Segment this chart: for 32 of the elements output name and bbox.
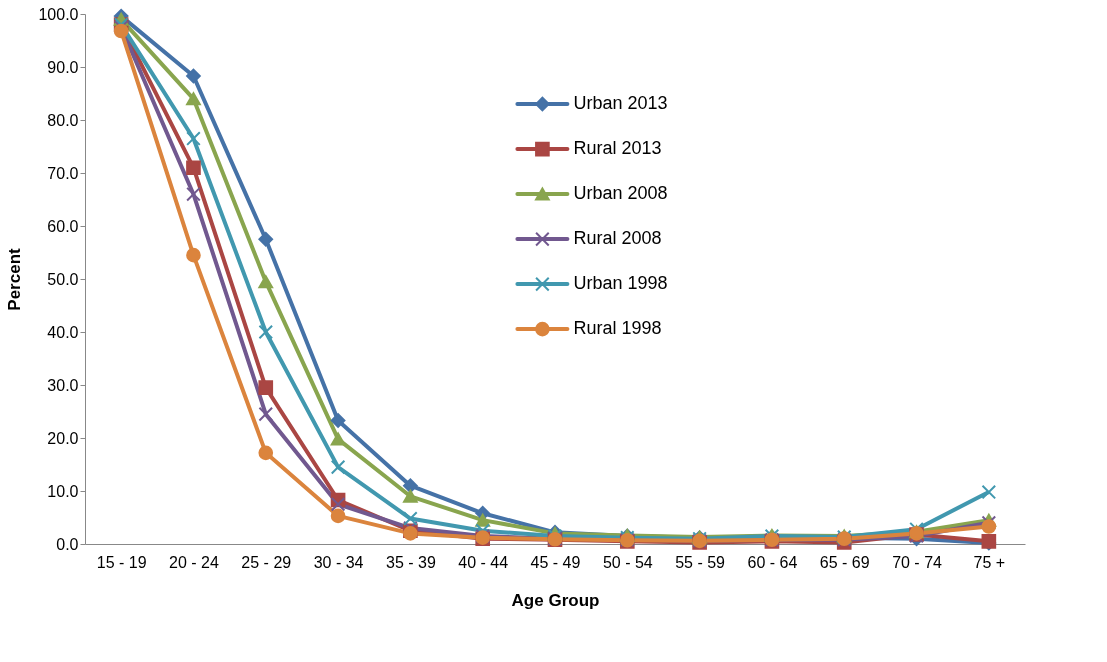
x-axis-title: Age Group [511,590,600,610]
y-tick-label: 50.0 [47,270,79,288]
y-tick-label: 60.0 [47,217,79,235]
x-tick-label: 45 - 49 [530,553,581,571]
legend-label: Urban 2008 [573,183,668,204]
y-tick-label: 30.0 [47,376,79,394]
x-tick-label: 60 - 64 [747,553,798,571]
x-tick-label: 70 - 74 [892,553,943,571]
x-tick-label: 30 - 34 [313,553,364,571]
legend-label: Rural 2008 [573,228,662,249]
x-tick-label: 15 - 19 [96,553,147,571]
y-tick-label: 90.0 [47,58,79,76]
x-tick-label: 75 + [973,553,1006,571]
legend-label: Urban 1998 [573,273,668,294]
y-tick-label: 70.0 [47,164,79,182]
x-tick-label: 25 - 29 [241,553,292,571]
y-tick-label: 0.0 [56,535,79,553]
x-tick-label: 35 - 39 [385,553,436,571]
y-tick-label: 80.0 [47,111,79,129]
y-tick-label: 20.0 [47,429,79,447]
legend-label: Rural 2013 [573,138,662,159]
x-tick-label: 40 - 44 [458,553,509,571]
y-tick-label: 10.0 [47,482,79,500]
y-axis-title: Percent [5,247,25,311]
x-tick-label: 50 - 54 [602,553,653,571]
x-tick-label: 55 - 59 [675,553,726,571]
legend-label: Urban 2013 [573,93,668,114]
y-tick-label: 100.0 [38,5,79,23]
x-tick-label: 65 - 69 [819,553,870,571]
y-tick-label: 40.0 [47,323,79,341]
x-tick-label: 20 - 24 [169,553,219,571]
legend-label: Rural 1998 [573,318,662,339]
